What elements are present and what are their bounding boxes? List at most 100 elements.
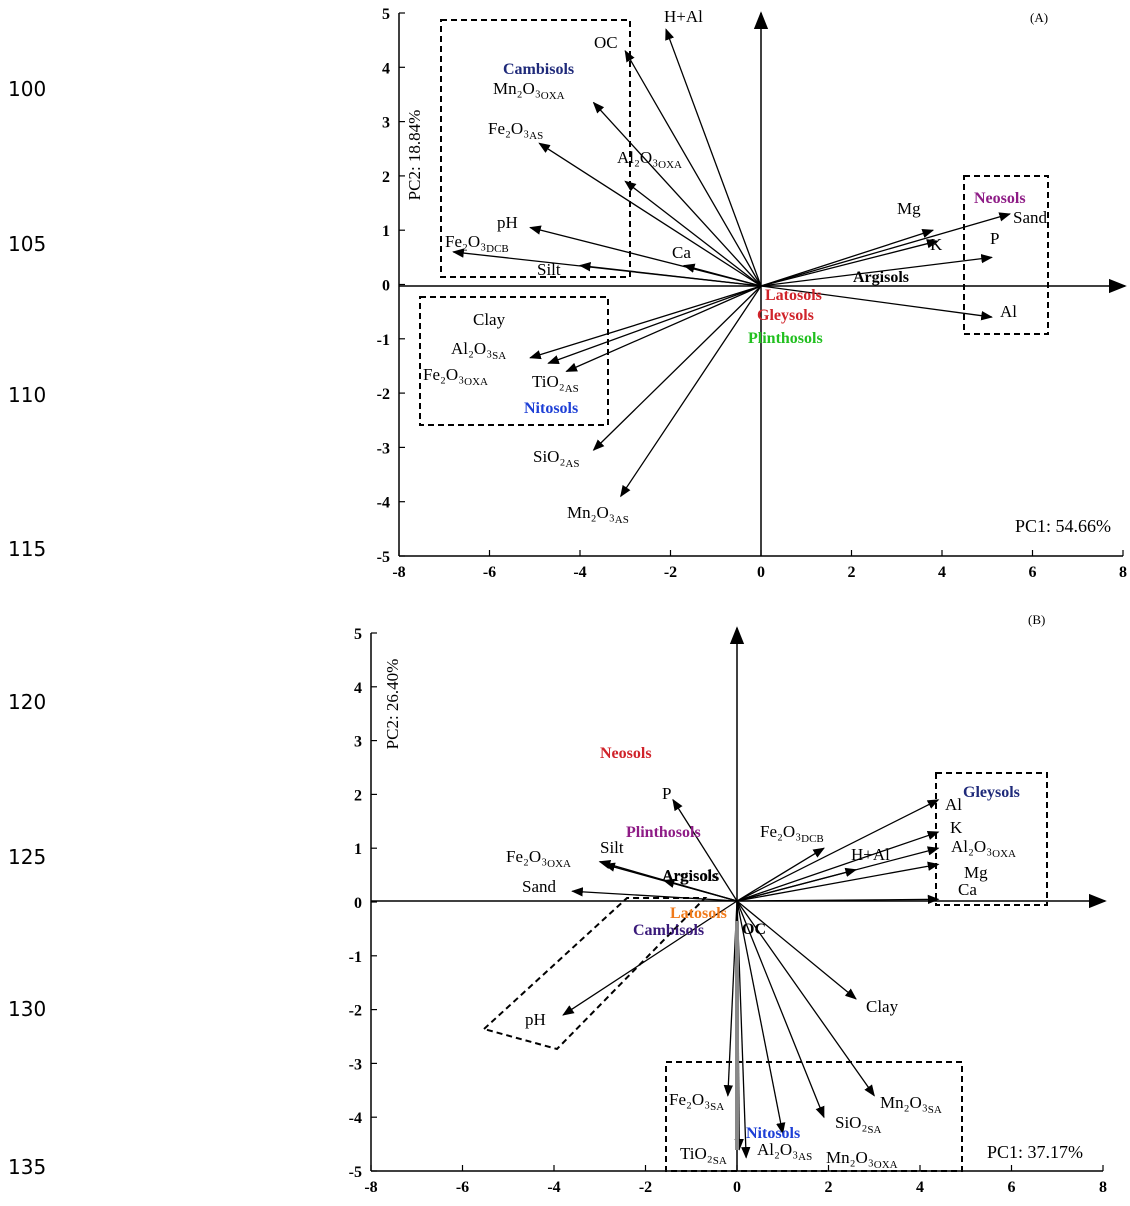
loading-vector: [620, 285, 762, 498]
x-tick-label: 2: [848, 564, 856, 581]
line-number: 130: [8, 997, 47, 1021]
x-tick-label: 6: [1029, 564, 1037, 581]
loading-vector: [736, 900, 786, 1135]
y-tick-label: 2: [382, 169, 390, 186]
soil-group-label: Argisols: [662, 868, 718, 885]
x-tick-label: 4: [916, 1179, 924, 1196]
loading-vector: [682, 263, 762, 287]
vector-label-main: P: [990, 229, 999, 248]
loading-vector: [578, 262, 762, 287]
vector-label-main: H+Al: [664, 7, 703, 26]
loading-vector: [547, 285, 762, 365]
vector-label-main: Ca: [672, 243, 691, 262]
vector-label-main: P: [662, 784, 671, 803]
line-number: 125: [8, 845, 47, 869]
vector-label: Ca: [672, 243, 691, 262]
vector-label: Fe₂O₃OXA: [506, 847, 571, 870]
y-tick-label: 1: [382, 223, 390, 240]
vector-label: Mn₂O₃AS: [567, 503, 629, 526]
y-axis-label: PC2: 26.40%: [383, 659, 402, 750]
x-tick-label: -2: [664, 564, 677, 581]
vector-label-sub: OXA: [541, 90, 565, 102]
vector-label-main: pH: [525, 1010, 546, 1029]
vector-label-main: Silt: [537, 260, 561, 279]
vector-label-sub: AS: [529, 130, 543, 142]
group-box: [963, 175, 1049, 335]
x-tick-label: 8: [1099, 1179, 1107, 1196]
vector-label-sub: SA: [713, 1155, 727, 1167]
clay-label: Clay: [473, 310, 506, 329]
group-box: [481, 897, 708, 1051]
vector-label-main: SiO₂: [533, 447, 565, 466]
y-tick-label: -1: [377, 332, 390, 349]
y-tick-label: 3: [382, 115, 390, 132]
line-number: 105: [8, 232, 47, 256]
soil-group-label: Neosols: [974, 190, 1026, 207]
vector-label-main: Sand: [1013, 208, 1048, 227]
vector-label-main: Al: [1000, 302, 1017, 321]
vector-label: pH: [525, 1010, 546, 1029]
soil-group-label: Argisols: [853, 269, 909, 286]
vector-label: Mn₂O₃OXA: [493, 79, 565, 102]
vector-label: TiO₂AS: [532, 372, 579, 395]
y-tick-label: 5: [382, 6, 390, 23]
soil-group-label: Nitosols: [524, 400, 578, 417]
vector-label: Mn₂O₃OXA: [826, 1148, 898, 1171]
vector-label-main: Al: [945, 795, 962, 814]
vector-label: K: [930, 235, 943, 254]
y-tick-label: -2: [349, 1003, 362, 1020]
vector-label-main: Silt: [600, 838, 624, 857]
loading-vector: [736, 861, 940, 902]
loading-vector: [736, 900, 875, 1097]
loading-vector: [760, 212, 1011, 287]
vector-label-main: Mn₂O₃: [567, 503, 615, 522]
vector-label-main: Al₂O₃: [451, 339, 492, 358]
vector-label-main: TiO₂: [532, 372, 565, 391]
y-tick-label: -2: [377, 386, 390, 403]
loading-vector: [736, 846, 940, 902]
vector-label-main: Mn₂O₃: [493, 79, 541, 98]
vector-label-main: OC: [594, 33, 618, 52]
y-tick-label: -3: [377, 440, 390, 457]
soil-group-label: Nitosols: [746, 1125, 800, 1142]
soil-group-label: Gleysols: [757, 307, 814, 324]
group-box: [419, 296, 609, 426]
x-tick-label: -6: [483, 564, 496, 581]
vector-label-sub: AS: [565, 458, 579, 470]
x-tick-label: -4: [573, 564, 586, 581]
vector-label-sub: AS: [798, 1151, 812, 1163]
x-tick-label: 2: [825, 1179, 833, 1196]
loading-vector: [538, 142, 762, 287]
vector-label-main: Ca: [958, 880, 977, 899]
vector-label-main: Al₂O₃: [617, 148, 658, 167]
loading-vector: [760, 228, 935, 287]
vector-label-main: Fe₂O₃: [669, 1090, 710, 1109]
vector-label: H+Al: [851, 845, 890, 864]
vector-label-sub: DCB: [486, 243, 509, 255]
vector-label-sub: SA: [867, 1124, 881, 1136]
loading-vector: [760, 239, 939, 287]
line-number: 110: [8, 383, 47, 407]
vector-label: Mg: [964, 863, 988, 882]
soil-group-label: Plinthosols: [626, 824, 701, 841]
vector-label-main: Sand: [522, 877, 557, 896]
vector-label: Al₂O₃AS: [757, 1140, 812, 1163]
vector-label-sub: OXA: [658, 159, 682, 171]
vector-label: Fe₂O₃SA: [669, 1090, 724, 1113]
loading-vector: [736, 847, 825, 902]
y-tick-label: 4: [354, 680, 362, 697]
vector-label: Fe₂O₃DCB: [445, 232, 509, 255]
vector-label-sub: OXA: [992, 848, 1016, 860]
soil-group-label: Neosols: [600, 745, 652, 762]
vector-label-main: Mn₂O₃: [826, 1148, 874, 1167]
vector-label-main: Clay: [866, 997, 899, 1016]
vector-label-main: K: [930, 235, 943, 254]
line-number: 100: [8, 77, 47, 101]
vector-label: Al₂O₃OXA: [951, 837, 1016, 860]
x-tick-label: 0: [757, 564, 765, 581]
y-tick-label: 0: [354, 895, 362, 912]
vector-label-main: Fe₂O₃: [760, 822, 801, 841]
y-tick-label: -5: [349, 1164, 362, 1181]
y-tick-label: 4: [382, 60, 390, 77]
vector-label: Fe₂O₃AS: [488, 119, 543, 142]
